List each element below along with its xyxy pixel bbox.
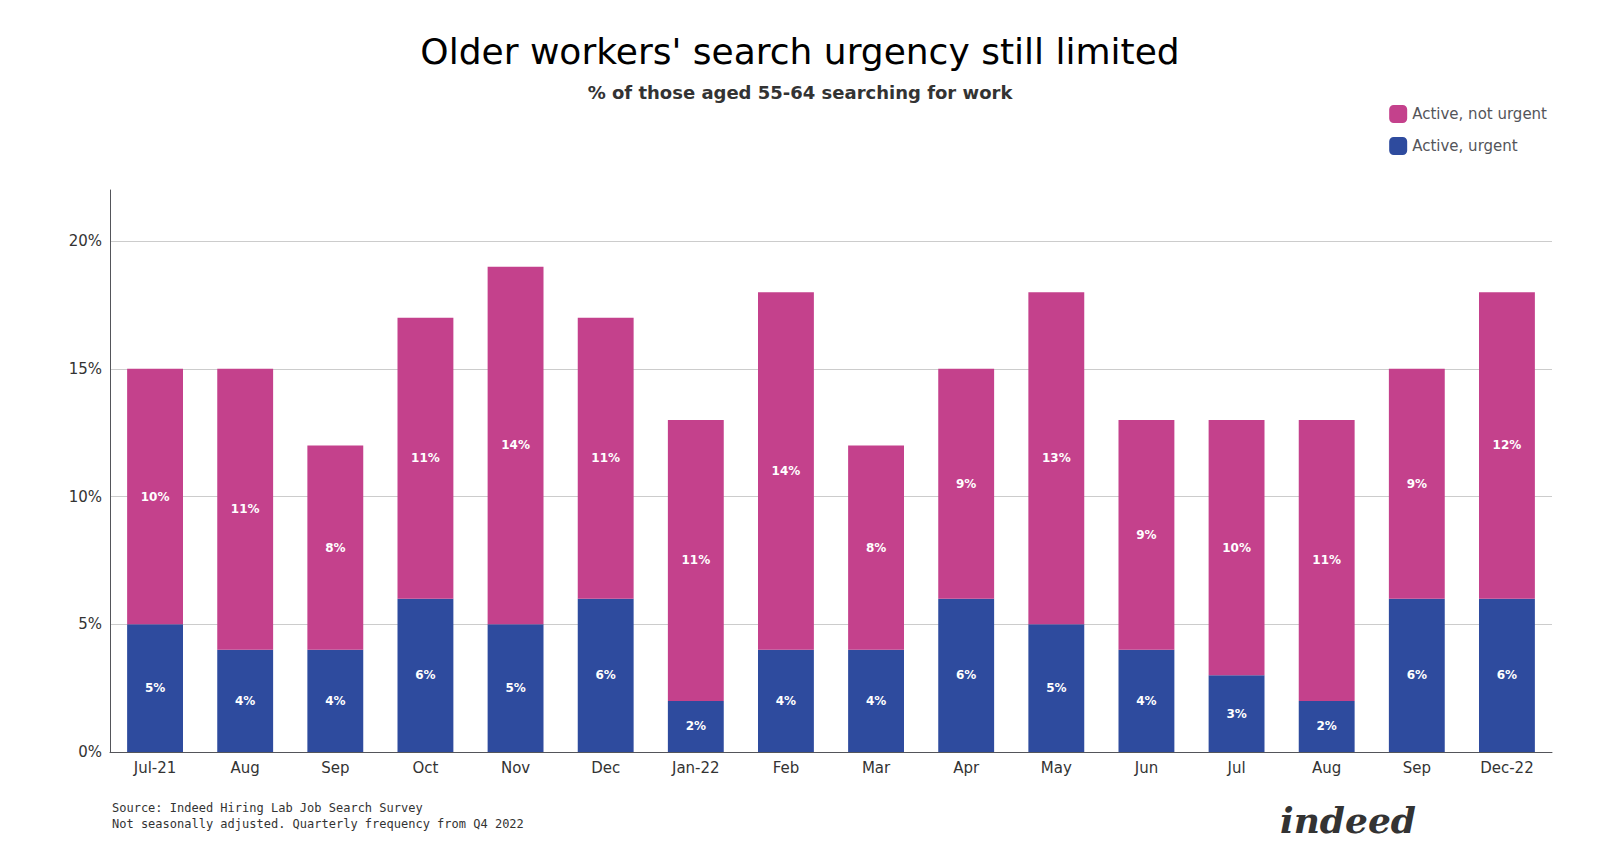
svg-text:5%: 5% <box>78 615 102 633</box>
svg-text:9%: 9% <box>956 477 976 491</box>
svg-text:11%: 11% <box>411 451 440 465</box>
svg-text:4%: 4% <box>776 694 796 708</box>
svg-text:15%: 15% <box>69 360 102 378</box>
svg-text:14%: 14% <box>501 438 530 452</box>
svg-text:5%: 5% <box>1046 681 1066 695</box>
svg-text:4%: 4% <box>866 694 886 708</box>
svg-text:Nov: Nov <box>501 759 530 777</box>
svg-text:Jan-22: Jan-22 <box>671 759 720 777</box>
svg-text:9%: 9% <box>1407 477 1427 491</box>
svg-text:6%: 6% <box>415 668 435 682</box>
svg-text:4%: 4% <box>325 694 345 708</box>
svg-text:Jun: Jun <box>1134 759 1158 777</box>
svg-text:4%: 4% <box>235 694 255 708</box>
svg-text:Apr: Apr <box>953 759 980 777</box>
svg-text:Jul: Jul <box>1227 759 1246 777</box>
svg-text:Older workers' search urgency: Older workers' search urgency still limi… <box>420 31 1179 72</box>
svg-text:14%: 14% <box>772 464 801 478</box>
svg-text:2%: 2% <box>1317 719 1337 733</box>
svg-text:6%: 6% <box>956 668 976 682</box>
svg-text:indeed: indeed <box>1280 799 1416 841</box>
svg-text:10%: 10% <box>141 490 170 504</box>
svg-text:5%: 5% <box>505 681 525 695</box>
svg-text:11%: 11% <box>1312 553 1341 567</box>
svg-text:13%: 13% <box>1042 451 1071 465</box>
svg-text:Aug: Aug <box>231 759 260 777</box>
svg-text:8%: 8% <box>866 541 886 555</box>
svg-text:11%: 11% <box>681 553 710 567</box>
svg-text:11%: 11% <box>231 502 260 516</box>
svg-text:May: May <box>1041 759 1072 777</box>
svg-text:9%: 9% <box>1136 528 1156 542</box>
svg-text:Source: Indeed Hiring Lab Job: Source: Indeed Hiring Lab Job Search Sur… <box>112 801 423 815</box>
svg-text:% of those aged 55-64 searchin: % of those aged 55-64 searching for work <box>588 82 1014 103</box>
svg-text:6%: 6% <box>1407 668 1427 682</box>
svg-text:Aug: Aug <box>1312 759 1341 777</box>
svg-text:4%: 4% <box>1136 694 1156 708</box>
svg-text:Sep: Sep <box>321 759 349 777</box>
svg-text:6%: 6% <box>596 668 616 682</box>
svg-text:11%: 11% <box>591 451 620 465</box>
svg-text:10%: 10% <box>69 488 102 506</box>
svg-text:3%: 3% <box>1226 707 1246 721</box>
svg-text:5%: 5% <box>145 681 165 695</box>
svg-text:Active, not urgent: Active, not urgent <box>1412 105 1547 123</box>
svg-text:20%: 20% <box>69 232 102 250</box>
svg-text:Mar: Mar <box>862 759 891 777</box>
svg-text:Feb: Feb <box>773 759 800 777</box>
svg-text:10%: 10% <box>1222 541 1251 555</box>
svg-text:Dec: Dec <box>591 759 620 777</box>
svg-text:8%: 8% <box>325 541 345 555</box>
svg-text:Dec-22: Dec-22 <box>1480 759 1534 777</box>
svg-text:12%: 12% <box>1493 438 1522 452</box>
svg-text:Not seasonally adjusted. Quart: Not seasonally adjusted. Quarterly frequ… <box>112 817 524 831</box>
svg-text:6%: 6% <box>1497 668 1517 682</box>
svg-text:Active, urgent: Active, urgent <box>1412 137 1518 155</box>
svg-text:2%: 2% <box>686 719 706 733</box>
svg-text:Sep: Sep <box>1403 759 1431 777</box>
svg-text:Jul-21: Jul-21 <box>133 759 177 777</box>
svg-text:0%: 0% <box>78 743 102 761</box>
svg-text:Oct: Oct <box>412 759 438 777</box>
